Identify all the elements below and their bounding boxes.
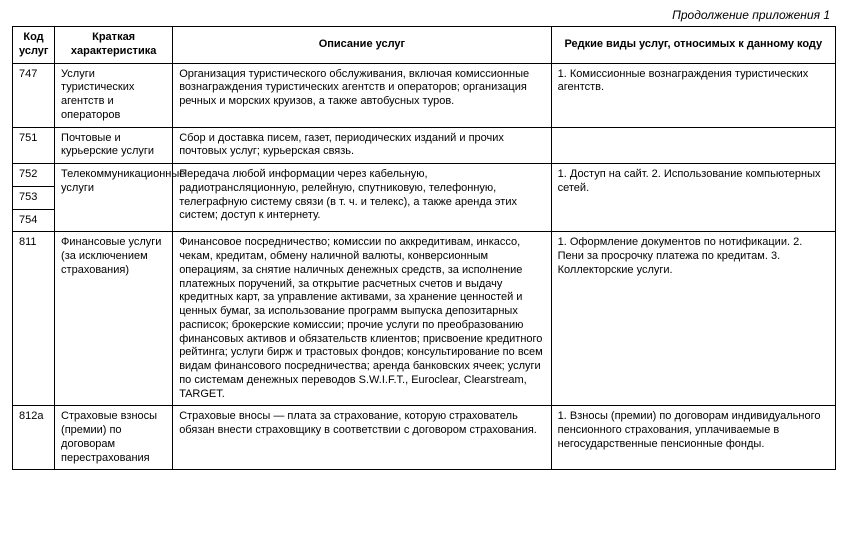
- cell-desc: Страховые вносы — плата за страхование, …: [173, 406, 551, 470]
- cell-rare: 1. Комиссионные вознаграждения туристиче…: [551, 63, 835, 127]
- cell-brief: Страховые взносы (премии) по договорам п…: [55, 406, 173, 470]
- table-row: 812а Страховые взносы (премии) по догово…: [13, 406, 836, 470]
- table-header-row: Код услуг Краткая характеристика Описани…: [13, 27, 836, 64]
- cell-code: 747: [13, 63, 55, 127]
- cell-rare: 1. Взносы (премии) по договорам индивиду…: [551, 406, 835, 470]
- table-row: 811 Финансовые услуги (за исключением ст…: [13, 232, 836, 406]
- cell-rare: 1. Оформление документов по нотификации.…: [551, 232, 835, 406]
- cell-code: 753: [13, 186, 55, 209]
- table-row: 747 Услуги туристических агентств и опер…: [13, 63, 836, 127]
- col-header-code: Код услуг: [13, 27, 55, 64]
- cell-brief: Услуги туристических агентств и оператор…: [55, 63, 173, 127]
- services-table: Код услуг Краткая характеристика Описани…: [12, 26, 836, 470]
- cell-rare: [551, 127, 835, 164]
- table-row: 752 Телекоммуникационные услуги Передача…: [13, 164, 836, 187]
- cell-code: 754: [13, 209, 55, 232]
- cell-brief: Телекоммуникационные услуги: [55, 164, 173, 232]
- cell-rare: 1. Доступ на сайт. 2. Использование комп…: [551, 164, 835, 232]
- cell-code: 751: [13, 127, 55, 164]
- cell-desc: Финансовое посредничество; комиссии по а…: [173, 232, 551, 406]
- cell-code: 752: [13, 164, 55, 187]
- cell-brief: Почтовые и курьерские услуги: [55, 127, 173, 164]
- col-header-rare: Редкие виды услуг, относимых к данному к…: [551, 27, 835, 64]
- col-header-brief: Краткая характеристика: [55, 27, 173, 64]
- cell-desc: Передача любой информации через кабельну…: [173, 164, 551, 232]
- cell-code: 811: [13, 232, 55, 406]
- cell-desc: Организация туристического обслуживания,…: [173, 63, 551, 127]
- cell-code: 812а: [13, 406, 55, 470]
- col-header-desc: Описание услуг: [173, 27, 551, 64]
- cell-desc: Сбор и доставка писем, газет, периодичес…: [173, 127, 551, 164]
- continuation-caption: Продолжение приложения 1: [12, 8, 830, 22]
- table-row: 751 Почтовые и курьерские услуги Сбор и …: [13, 127, 836, 164]
- cell-brief: Финансовые услуги (за исключением страхо…: [55, 232, 173, 406]
